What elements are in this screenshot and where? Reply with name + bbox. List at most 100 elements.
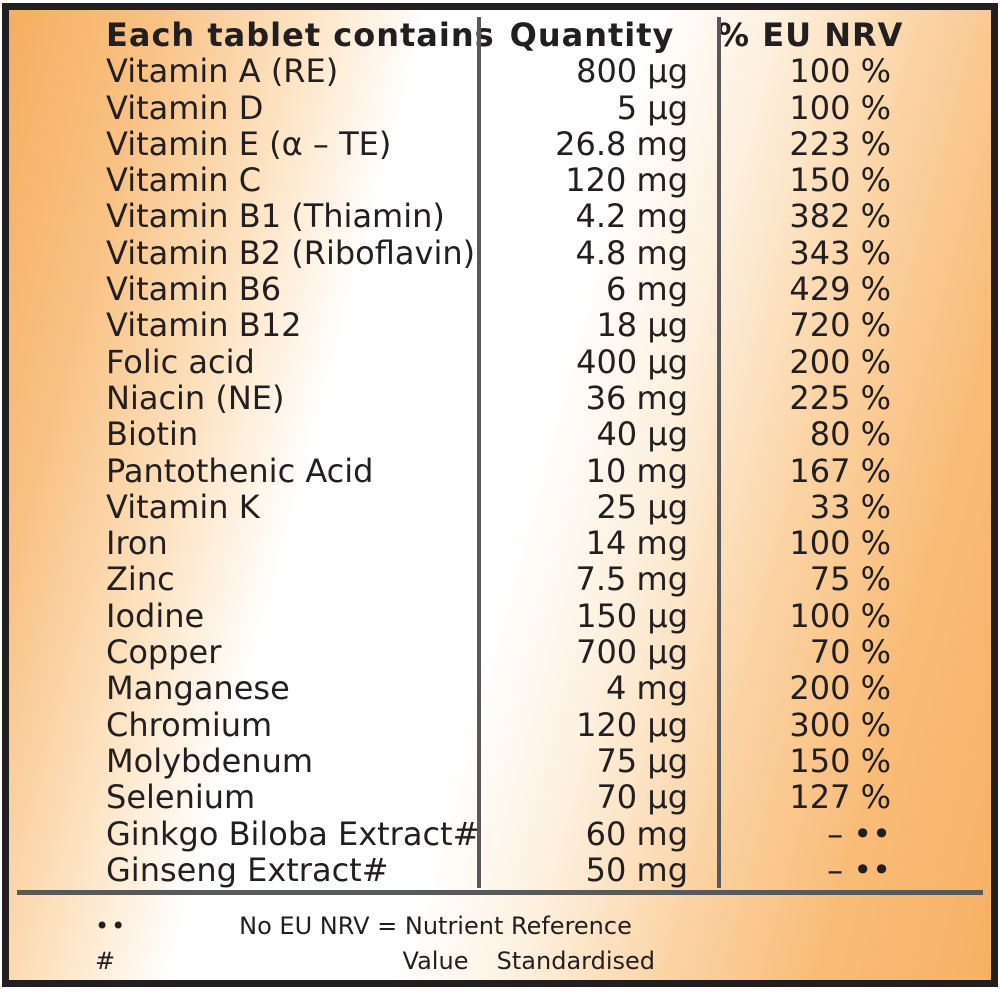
- nutrient-nrv-percent: 167 %: [789, 451, 891, 490]
- nutrient-quantity: 75 µg: [596, 741, 688, 780]
- nutrient-quantity: 18 µg: [596, 306, 688, 345]
- nutrition-table: Each tablet contains Quantity % EU NRV V…: [9, 10, 991, 889]
- nutrient-name: Vitamin C: [106, 161, 262, 200]
- nutrient-nrv-percent: 80 %: [809, 415, 891, 454]
- table-row: Iron 14 mg 100 %: [9, 524, 991, 563]
- nutrient-quantity: 10 mg: [585, 451, 688, 490]
- nutrient-name: Vitamin D: [106, 88, 264, 127]
- nutrient-nrv-percent: 429 %: [789, 270, 891, 309]
- nutrient-nrv-percent: 75 %: [809, 560, 891, 599]
- table-row: Selenium 70 µg 127 %: [9, 778, 991, 817]
- nutrient-nrv-percent: – ••: [827, 850, 891, 889]
- nutrient-nrv-percent: 200 %: [789, 669, 891, 708]
- nutrient-nrv-percent: 100 %: [789, 596, 891, 635]
- nutrient-quantity: 120 µg: [576, 705, 688, 744]
- footnote-text-nrv: No EU NRV = Nutrient Reference Value: [239, 912, 632, 976]
- table-row: Biotin 40 µg 80 %: [9, 415, 991, 454]
- nutrient-quantity: 120 mg: [565, 161, 688, 200]
- table-row: Folic acid 400 µg 200 %: [9, 342, 991, 381]
- column-header-quantity: Quantity: [509, 16, 675, 54]
- table-row: Ginseng Extract# 50 mg – ••: [9, 850, 991, 889]
- nutrient-name: Niacin (NE): [106, 378, 285, 417]
- nutrient-name: Iron: [106, 524, 168, 563]
- nutrient-name: Chromium: [106, 705, 273, 744]
- nutrient-nrv-percent: 100 %: [789, 88, 891, 127]
- nutrient-name: Vitamin K: [106, 487, 260, 526]
- hash-symbol: #: [95, 947, 118, 976]
- nutrient-quantity: 14 mg: [585, 524, 688, 563]
- footnote-separator-line: [17, 890, 983, 896]
- nutrient-name: Folic acid: [106, 342, 255, 381]
- nutrient-name: Molybdenum: [106, 741, 314, 780]
- nutrient-quantity: 36 mg: [585, 378, 688, 417]
- nutrient-nrv-percent: 343 %: [789, 233, 891, 272]
- nutrient-quantity: 5 µg: [616, 88, 688, 127]
- nutrient-quantity: 400 µg: [576, 342, 688, 381]
- table-header-row: Each tablet contains Quantity % EU NRV: [9, 16, 991, 54]
- nutrient-quantity: 700 µg: [576, 633, 688, 672]
- nutrient-name: Manganese: [106, 669, 290, 708]
- table-row: Iodine 150 µg 100 %: [9, 596, 991, 635]
- table-row: Vitamin B6 6 mg 429 %: [9, 270, 991, 309]
- nutrient-name: Zinc: [106, 560, 175, 599]
- table-row: Copper 700 µg 70 %: [9, 633, 991, 672]
- nutrient-name: Copper: [106, 633, 222, 672]
- table-row: Molybdenum 75 µg 150 %: [9, 741, 991, 780]
- nutrient-nrv-percent: 225 %: [789, 378, 891, 417]
- nutrient-quantity: 26.8 mg: [555, 124, 688, 163]
- nutrient-name: Iodine: [106, 596, 205, 635]
- nutrient-quantity: 4.2 mg: [575, 197, 688, 236]
- table-row: Ginkgo Biloba Extract# 60 mg – ••: [9, 814, 991, 853]
- column-header-contains: Each tablet contains: [106, 16, 495, 54]
- table-row: Chromium 120 µg 300 %: [9, 705, 991, 744]
- column-divider-1: [477, 17, 481, 889]
- nutrient-name: Vitamin B1 (Thiamin): [106, 197, 445, 236]
- table-row: Manganese 4 mg 200 %: [9, 669, 991, 708]
- table-row: Vitamin K 25 µg 33 %: [9, 487, 991, 526]
- table-row: Zinc 7.5 mg 75 %: [9, 560, 991, 599]
- nutrient-quantity: 7.5 mg: [575, 560, 688, 599]
- nutrient-quantity: 6 mg: [605, 270, 688, 309]
- table-row: Vitamin C 120 mg 150 %: [9, 161, 991, 200]
- nutrient-name: Vitamin E (α – TE): [106, 124, 392, 163]
- table-row: Vitamin E (α – TE) 26.8 mg 223 %: [9, 124, 991, 163]
- double-bullet-symbol: ••: [95, 912, 128, 941]
- nutrient-nrv-percent: 200 %: [789, 342, 891, 381]
- column-header-nrv: % EU NRV: [717, 16, 904, 54]
- nutrient-name: Biotin: [106, 415, 199, 454]
- nutrient-quantity: 60 mg: [585, 814, 688, 853]
- table-row: Vitamin B12 18 µg 720 %: [9, 306, 991, 345]
- nutrient-quantity: 800 µg: [576, 52, 688, 91]
- nutrient-nrv-percent: 70 %: [809, 633, 891, 672]
- nutrient-quantity: 150 µg: [576, 596, 688, 635]
- nutrient-nrv-percent: 100 %: [789, 52, 891, 91]
- nutrient-name: Pantothenic Acid: [106, 451, 374, 490]
- footnote-text-standardised: Standardised: [496, 947, 655, 976]
- nutrient-nrv-percent: 100 %: [789, 524, 891, 563]
- nutrient-nrv-percent: 223 %: [789, 124, 891, 163]
- nutrient-name: Vitamin B12: [106, 306, 302, 345]
- nutrient-nrv-percent: 150 %: [789, 161, 891, 200]
- nutrient-nrv-percent: 300 %: [789, 705, 891, 744]
- table-row: Pantothenic Acid 10 mg 167 %: [9, 451, 991, 490]
- nutrient-name: Selenium: [106, 778, 256, 817]
- nutrient-quantity: 25 µg: [596, 487, 688, 526]
- nutrient-name: Vitamin A (RE): [106, 52, 339, 91]
- nutrient-quantity: 70 µg: [596, 778, 688, 817]
- table-row: Vitamin B1 (Thiamin) 4.2 mg 382 %: [9, 197, 991, 236]
- nutrient-quantity: 4 mg: [605, 669, 688, 708]
- nutrient-name: Vitamin B6: [106, 270, 282, 309]
- nutrient-nrv-percent: 720 %: [789, 306, 891, 345]
- footnote-row: •• No EU NRV = Nutrient Reference Value: [95, 909, 991, 976]
- nutrient-quantity: 50 mg: [585, 850, 688, 889]
- footnotes: •• No EU NRV = Nutrient Reference Value …: [9, 895, 991, 979]
- nutrient-nrv-percent: 150 %: [789, 741, 891, 780]
- nutrient-quantity: 40 µg: [596, 415, 688, 454]
- table-row: Vitamin B2 (Riboflavin) 4.8 mg 343 %: [9, 233, 991, 272]
- nutrient-nrv-percent: – ••: [827, 814, 891, 853]
- table-row: Vitamin D 5 µg 100 %: [9, 88, 991, 127]
- column-divider-2: [717, 17, 721, 889]
- nutrient-name: Ginkgo Biloba Extract#: [106, 814, 480, 853]
- supplement-facts-label: Each tablet contains Quantity % EU NRV V…: [2, 3, 998, 987]
- nutrient-name: Vitamin B2 (Riboflavin): [106, 233, 476, 272]
